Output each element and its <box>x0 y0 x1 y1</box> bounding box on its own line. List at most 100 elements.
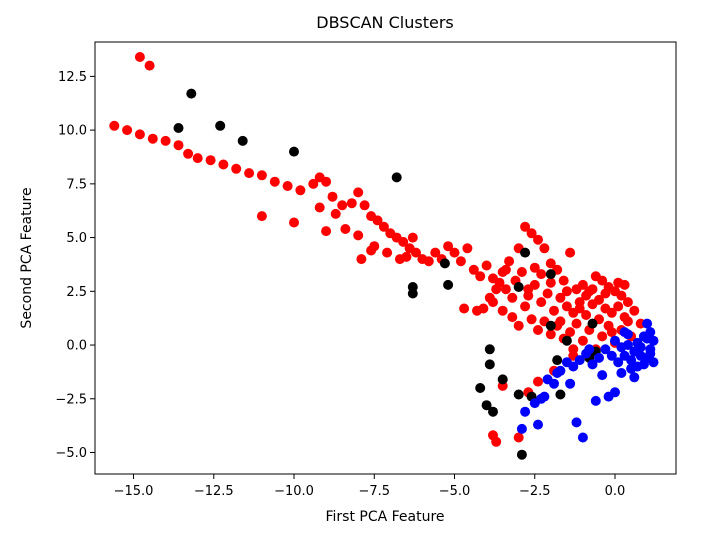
data-point <box>186 88 197 99</box>
data-point <box>603 391 614 402</box>
data-point <box>407 232 418 243</box>
data-point <box>626 363 637 374</box>
data-point <box>597 331 608 342</box>
data-point <box>536 297 547 308</box>
data-point <box>382 247 393 258</box>
data-point <box>391 172 402 183</box>
data-point <box>629 305 640 316</box>
data-point <box>481 400 492 411</box>
data-point <box>568 344 579 355</box>
data-point <box>629 372 640 383</box>
data-point <box>430 247 441 258</box>
data-point <box>558 275 569 286</box>
data-point <box>109 120 120 131</box>
data-point <box>308 178 319 189</box>
data-point <box>513 320 524 331</box>
x-tick-label: −15.0 <box>114 484 154 499</box>
x-tick-label: −5.0 <box>439 484 471 499</box>
data-point <box>545 258 556 269</box>
data-point <box>475 271 486 282</box>
data-point <box>484 359 495 370</box>
data-point <box>542 374 553 385</box>
data-point <box>590 395 601 406</box>
data-point <box>516 267 527 277</box>
data-point <box>516 423 527 434</box>
data-point <box>500 284 511 295</box>
data-point <box>533 234 543 245</box>
data-point <box>359 200 370 211</box>
data-point <box>533 419 543 430</box>
data-point <box>366 245 377 256</box>
data-point <box>256 211 267 222</box>
data-point <box>513 389 524 400</box>
data-point <box>475 383 486 393</box>
data-point <box>472 305 482 316</box>
x-axis: −15.0 −12.5 −10.0 −7.5 −5.0 −2.5 0.0 <box>114 474 625 499</box>
data-point <box>295 185 306 196</box>
data-point <box>327 191 338 202</box>
chart-title: DBSCAN Clusters <box>316 13 453 32</box>
data-point <box>561 301 572 312</box>
data-point <box>314 202 325 213</box>
data-point <box>491 284 502 295</box>
data-point <box>513 432 524 443</box>
data-point <box>423 256 434 267</box>
data-point <box>462 243 473 254</box>
data-point <box>481 260 492 271</box>
data-point <box>561 357 572 368</box>
data-point <box>144 60 155 71</box>
data-point <box>321 226 332 237</box>
y-tick-label: 7.5 <box>66 177 87 192</box>
data-point <box>488 406 498 417</box>
data-point <box>635 342 646 353</box>
y-tick-label: 0.0 <box>66 339 87 354</box>
data-point <box>513 282 524 292</box>
data-point <box>449 247 460 258</box>
data-point <box>468 264 479 275</box>
data-point <box>122 125 133 136</box>
data-point <box>183 148 194 159</box>
data-point <box>571 318 582 329</box>
data-point <box>282 181 293 191</box>
data-point <box>545 269 556 280</box>
data-point <box>561 335 572 346</box>
data-point <box>398 236 409 247</box>
data-point <box>555 292 566 303</box>
data-point <box>237 135 248 146</box>
data-point <box>619 327 630 338</box>
data-point <box>600 344 611 355</box>
data-point <box>497 374 508 385</box>
data-point <box>587 318 598 329</box>
data-point <box>173 123 184 133</box>
data-point <box>545 329 556 340</box>
data-point <box>533 325 543 335</box>
data-point <box>622 297 633 308</box>
data-point <box>545 277 556 288</box>
y-tick-label: 10.0 <box>58 124 87 139</box>
data-point <box>600 303 611 314</box>
data-point <box>642 333 653 344</box>
data-point <box>606 350 617 361</box>
data-point <box>561 286 572 297</box>
data-point <box>520 247 531 258</box>
data-point <box>372 215 383 226</box>
points-layer <box>109 52 659 460</box>
data-point <box>581 310 592 320</box>
data-point <box>340 224 351 234</box>
data-point <box>356 254 367 265</box>
data-point <box>205 155 216 166</box>
data-point <box>529 262 540 273</box>
data-point <box>484 344 495 355</box>
x-tick-label: −7.5 <box>358 484 390 499</box>
data-point <box>594 352 604 363</box>
data-point <box>411 247 421 258</box>
x-tick-label: −10.0 <box>274 484 314 499</box>
data-point <box>455 256 466 267</box>
data-point <box>443 241 454 252</box>
data-point <box>378 221 389 232</box>
y-tick-label: 12.5 <box>58 70 87 85</box>
data-point <box>610 335 620 346</box>
data-point <box>346 198 357 209</box>
y-axis-title: Second PCA Feature <box>19 187 35 328</box>
